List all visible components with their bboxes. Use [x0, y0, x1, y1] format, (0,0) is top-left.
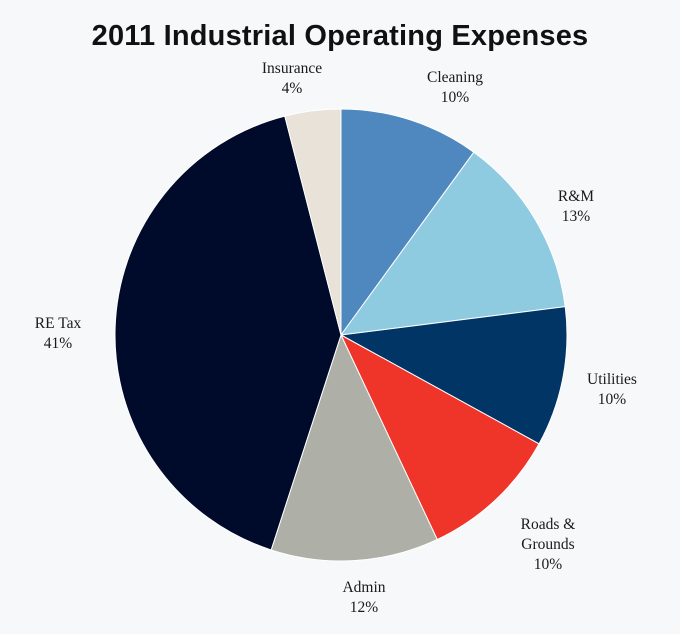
slice-label-re-tax: RE Tax 41%: [35, 314, 81, 354]
pie-slice-insurance: [284, 108, 342, 336]
pie-slice-randm: [339, 151, 566, 336]
slice-label-name: Admin: [342, 579, 386, 596]
slice-label-admin: Admin 12%: [342, 578, 385, 618]
slice-label-percent: 10%: [597, 391, 627, 408]
slice-label-randm: R&M 13%: [558, 187, 594, 227]
slice-label-name: RE Tax: [34, 315, 82, 332]
pie-slice-cleaning: [340, 108, 475, 337]
pie-slice-re-tax: [114, 115, 342, 551]
slice-label-percent: 10%: [440, 89, 470, 106]
slice-label-name: R&M: [557, 188, 595, 205]
slice-label-name: Cleaning: [427, 69, 483, 86]
slice-label-name: Insurance: [261, 60, 323, 77]
slice-label-name: Grounds: [521, 536, 575, 553]
slice-label-name: Roads &: [520, 516, 576, 533]
slice-label-percent: 10%: [533, 556, 563, 573]
slice-label-insurance: Insurance 4%: [262, 59, 322, 99]
pie-slice-roads-and-grounds: [339, 333, 540, 541]
slice-label-percent: 13%: [561, 208, 591, 225]
slice-label-name: Utilities: [587, 371, 637, 388]
slice-label-roads-and-grounds: Roads & Grounds 10%: [521, 515, 576, 575]
slice-label-percent: 12%: [349, 599, 379, 616]
pie-slice-admin: [270, 333, 438, 562]
slice-label-cleaning: Cleaning 10%: [427, 68, 483, 108]
pie-slice-utilities: [339, 306, 568, 445]
slice-label-utilities: Utilities 10%: [587, 370, 637, 410]
slice-label-percent: 41%: [43, 335, 73, 352]
slice-label-percent: 4%: [281, 80, 303, 97]
chart-title: 2011 Industrial Operating Expenses: [91, 20, 589, 52]
